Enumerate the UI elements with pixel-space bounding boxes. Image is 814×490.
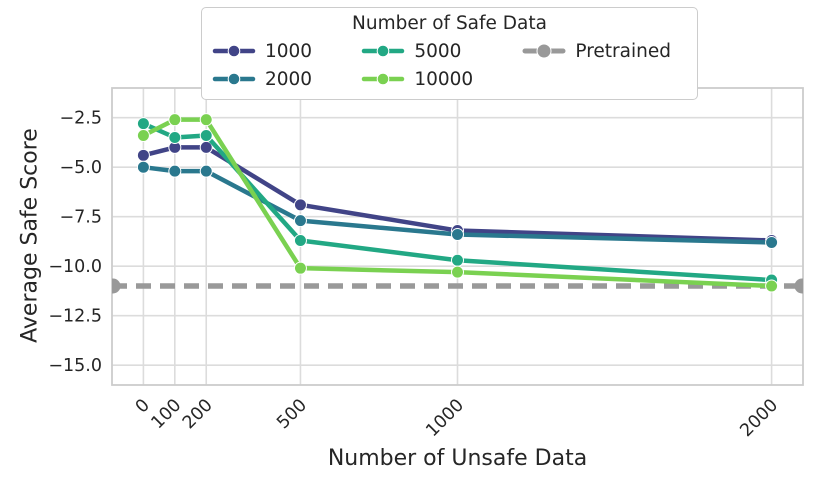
series-2000-point [451, 228, 464, 242]
legend-column-2: 5000 10000 [361, 37, 473, 93]
series-5000-point [451, 253, 464, 267]
legend-title: Number of Safe Data [352, 13, 547, 34]
pretrained-right-marker [794, 278, 803, 294]
legend-column-1: 1000 2000 [212, 37, 312, 93]
legend-marker-10000-icon [362, 72, 405, 86]
legend-marker-2000-icon [212, 72, 256, 86]
legend-label-5000: 5000 [414, 40, 462, 62]
series-10000-point [293, 261, 307, 275]
series-10000-point [136, 129, 150, 143]
series-10000-point [199, 113, 213, 127]
x-axis-label: Number of Unsafe Data [327, 446, 588, 471]
x-tick-label: 1000 [422, 395, 468, 441]
series-2000-point [199, 164, 213, 178]
series-2000-point [293, 214, 307, 228]
legend-body: 1000 2000 5000 10000 [202, 35, 697, 93]
legend-marker-5000-icon [362, 44, 405, 58]
series-5000-point [168, 131, 182, 144]
legend-dot [377, 44, 390, 58]
legend-label-pretrained: Pretrained [575, 40, 671, 62]
series-10000-point [765, 279, 779, 293]
x-tick-label: 200 [179, 395, 217, 433]
series-5000-point [293, 233, 307, 247]
pretrained-reference-line [112, 278, 803, 294]
x-tick-label: 2000 [736, 395, 782, 441]
y-tick-labels: −2.5 −5.0 −7.5 −10.0 −12.5 −15.0 [48, 109, 102, 377]
series-2000-point [136, 160, 150, 174]
y-tick-label: −15.0 [48, 356, 102, 376]
series-10000 [136, 113, 779, 293]
legend: Number of Safe Data 1000 2000 5000 [201, 7, 698, 100]
legend-marker-1000-icon [212, 44, 256, 58]
y-axis-label: Average Safe Score [17, 128, 43, 343]
legend-label-1000: 1000 [265, 40, 313, 62]
legend-column-3: Pretrained [522, 37, 671, 93]
legend-label-2000: 2000 [265, 68, 313, 90]
x-tick-label: 0 [132, 395, 154, 417]
y-tick-label: −2.5 [60, 109, 103, 129]
series-5000-point [199, 129, 213, 143]
y-tick-label: −10.0 [48, 257, 102, 277]
legend-item-5000: 5000 [361, 37, 473, 65]
legend-dot [536, 43, 552, 59]
legend-label-10000: 10000 [414, 68, 474, 90]
x-tick-label: 500 [273, 395, 311, 433]
legend-item-2000: 2000 [212, 65, 312, 93]
pretrained-left-marker [112, 278, 121, 294]
legend-marker-pretrained-icon [522, 43, 566, 59]
series-2000-point [168, 164, 182, 178]
y-tick-label: −7.5 [60, 208, 103, 228]
series-1000-point [136, 148, 150, 162]
series-1000-point [293, 198, 307, 212]
series-2000-point [765, 235, 779, 249]
series-5000-point [136, 117, 150, 131]
series-10000-point [451, 265, 464, 279]
y-tick-label: −5.0 [60, 158, 103, 178]
y-tick-label: −12.5 [48, 307, 102, 327]
legend-dot [227, 44, 241, 58]
legend-dot [377, 72, 390, 86]
series-10000-point [168, 113, 182, 127]
x-tick-label: 100 [148, 395, 186, 433]
legend-dot [227, 72, 241, 86]
legend-item-pretrained: Pretrained [522, 37, 671, 65]
legend-item-10000: 10000 [361, 65, 473, 93]
legend-item-1000: 1000 [212, 37, 312, 65]
